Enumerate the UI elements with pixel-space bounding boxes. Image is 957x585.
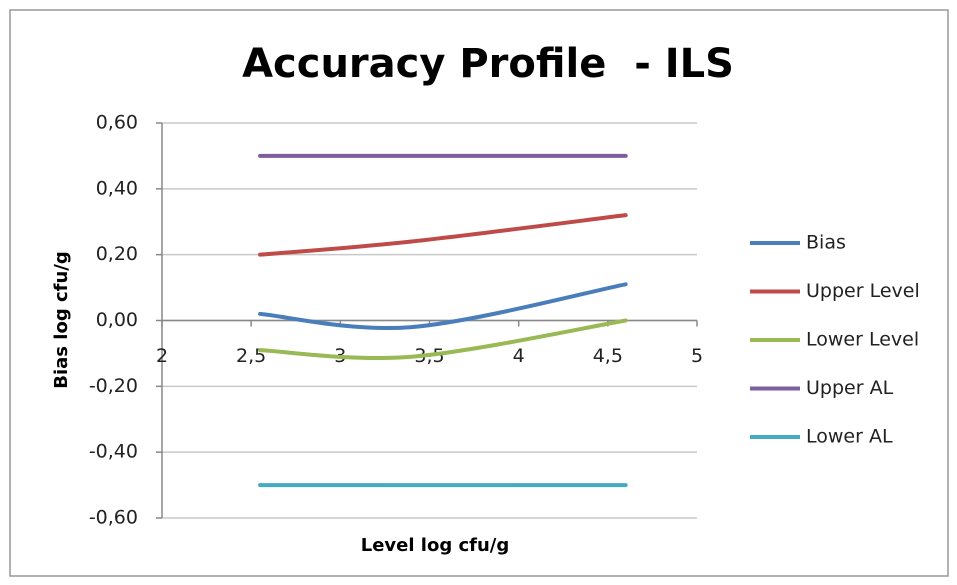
- legend-label: Bias: [806, 232, 846, 254]
- series-line: [258, 213, 628, 257]
- y-axis-title: Bias log cfu/g: [51, 251, 72, 388]
- chart-title: Accuracy Profile - ILS: [242, 41, 734, 87]
- x-tick-label: 4: [513, 345, 525, 367]
- legend-label: Lower AL: [806, 426, 893, 448]
- legend-label: Lower Level: [806, 329, 919, 351]
- y-tick-label: -0,60: [89, 507, 138, 529]
- legend-label: Upper Level: [806, 280, 920, 302]
- y-tick-label: 0,00: [96, 309, 138, 331]
- y-tick-label: -0,40: [89, 441, 138, 463]
- y-tick-label: -0,20: [89, 375, 138, 397]
- legend-label: Upper AL: [806, 377, 894, 399]
- x-tick-label: 2: [156, 345, 168, 367]
- series-line: [258, 282, 628, 331]
- series-line: [258, 318, 628, 360]
- y-tick-label: 0,60: [96, 112, 138, 134]
- x-tick-label: 5: [691, 345, 703, 367]
- x-axis-title: Level log cfu/g: [361, 535, 510, 556]
- y-tick-label: 0,20: [96, 243, 138, 265]
- x-tick-label: 4,5: [593, 345, 623, 367]
- y-tick-label: 0,40: [96, 177, 138, 199]
